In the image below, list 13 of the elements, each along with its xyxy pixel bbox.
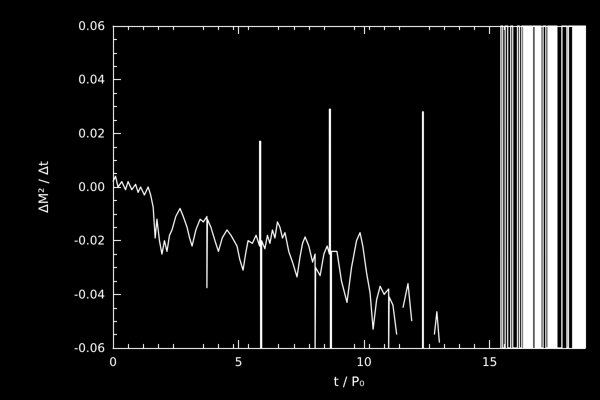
x-tick-label: 5 <box>234 355 242 369</box>
x-tick-label: 15 <box>482 355 498 369</box>
x-tick-label: 10 <box>356 355 372 369</box>
x-tick-label: 0 <box>109 355 117 369</box>
y-axis-title: ΔM² / Δt <box>37 161 52 213</box>
x-axis-title: t / P₀ <box>334 375 364 390</box>
y-tick-label: 0.02 <box>78 126 105 140</box>
y-tick-label: 0.06 <box>78 19 105 33</box>
y-tick-label: -0.04 <box>74 287 105 302</box>
y-tick-label: 0.00 <box>78 180 105 194</box>
y-tick-label: 0.04 <box>78 72 105 87</box>
y-tick-label: -0.06 <box>74 341 105 355</box>
y-tick-label: -0.02 <box>74 234 105 248</box>
